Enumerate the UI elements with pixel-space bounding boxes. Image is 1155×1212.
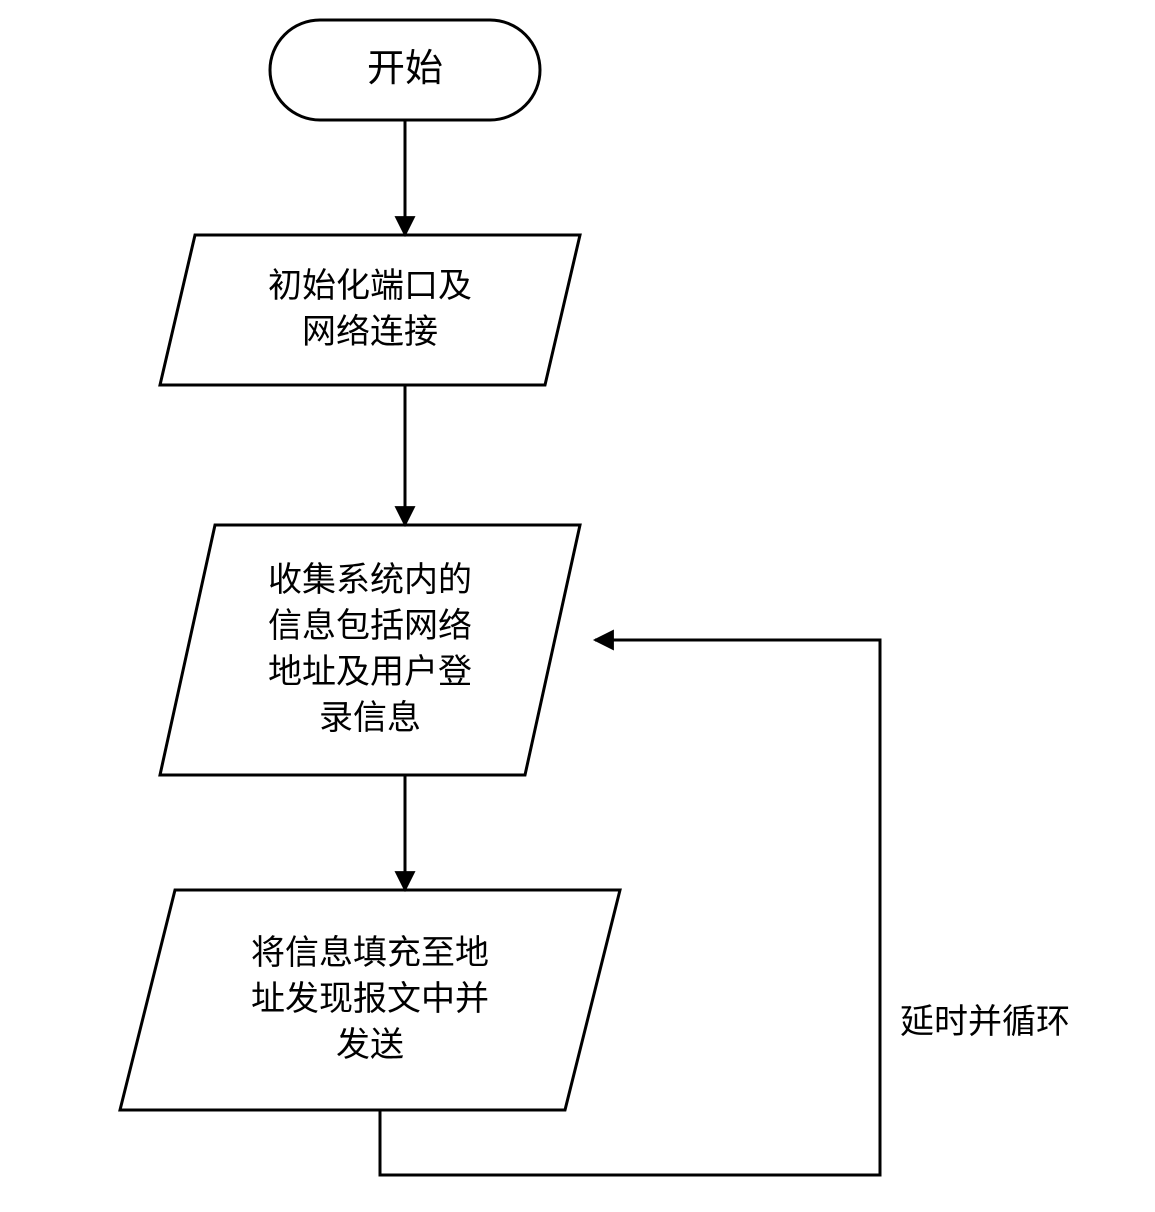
node-start (270, 20, 540, 120)
node-init (160, 235, 580, 385)
edge-send-collect (380, 640, 880, 1175)
node-send (120, 890, 620, 1110)
node-collect (160, 525, 580, 775)
flowchart-canvas (0, 0, 1155, 1212)
